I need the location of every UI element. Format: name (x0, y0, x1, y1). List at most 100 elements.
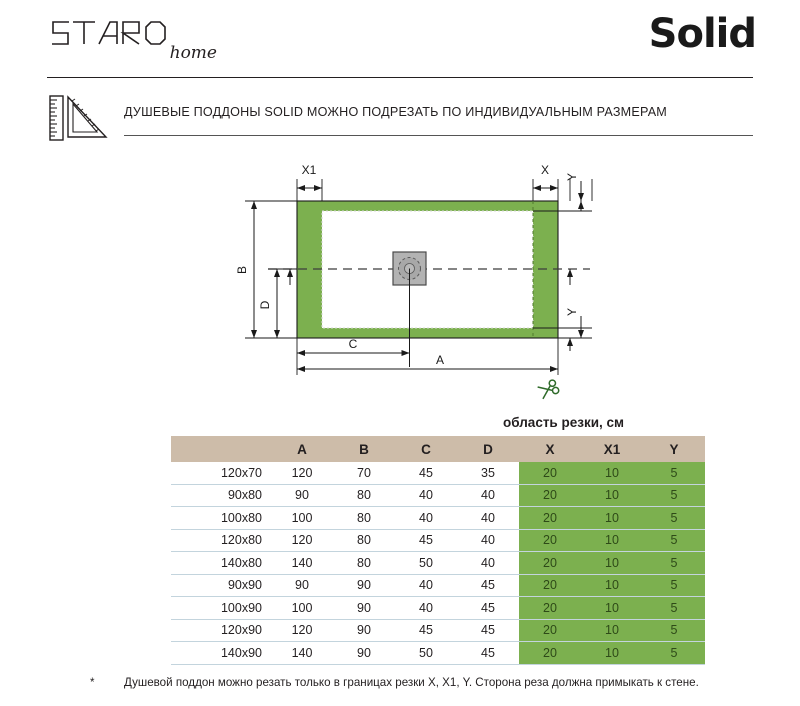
column-header-d: D (457, 436, 519, 462)
footnote-marker: * (90, 676, 95, 689)
cell-d: 45 (457, 619, 519, 642)
dim-label-x1: X1 (302, 163, 317, 177)
column-header-x: X (519, 436, 581, 462)
cell-a: 140 (271, 641, 333, 665)
cell-c: 40 (395, 596, 457, 620)
cell-x1: 10 (581, 619, 643, 642)
column-header-a: A (271, 436, 333, 462)
cell-c: 45 (395, 619, 457, 642)
column-header-c: C (395, 436, 457, 462)
column-header-x1: X1 (581, 436, 643, 462)
column-header-y: Y (643, 436, 705, 462)
cell-x: 20 (519, 596, 581, 620)
cell-x: 20 (519, 551, 581, 575)
cell-b: 90 (333, 619, 395, 642)
cell-x: 20 (519, 641, 581, 665)
cell-b: 90 (333, 574, 395, 597)
cell-d: 45 (457, 641, 519, 665)
cell-x1: 10 (581, 462, 643, 485)
cell-d: 40 (457, 484, 519, 507)
staro-wordmark-icon (52, 21, 166, 45)
cell-size: 120x80 (171, 529, 271, 552)
cell-d: 40 (457, 529, 519, 552)
cell-d: 35 (457, 462, 519, 485)
cell-y: 5 (643, 619, 705, 642)
table-header-row: A B C D X X1 Y (171, 436, 705, 462)
cell-size: 140x90 (171, 641, 271, 665)
cell-size: 100x80 (171, 506, 271, 530)
column-header-b: B (333, 436, 395, 462)
cell-size: 120x90 (171, 619, 271, 642)
cell-x1: 10 (581, 574, 643, 597)
cell-a: 90 (271, 574, 333, 597)
table-row: 120x90 120 90 45 45 20 10 5 (171, 619, 705, 642)
cell-x1: 10 (581, 596, 643, 620)
cell-b: 80 (333, 529, 395, 552)
cell-x: 20 (519, 462, 581, 485)
cell-c: 40 (395, 484, 457, 507)
tagline-band: ДУШЕВЫЕ ПОДДОНЫ SOLID МОЖНО ПОДРЕЗАТЬ ПО… (0, 88, 800, 148)
page-header: home Solid (0, 0, 800, 88)
dim-label-c: C (349, 337, 358, 351)
footnote: * Душевой поддон можно резать только в г… (90, 676, 770, 689)
cell-d: 45 (457, 574, 519, 597)
cell-b: 80 (333, 506, 395, 530)
cell-x: 20 (519, 506, 581, 530)
cell-a: 120 (271, 619, 333, 642)
cell-d: 45 (457, 596, 519, 620)
cell-y: 5 (643, 551, 705, 575)
cell-c: 45 (395, 529, 457, 552)
table-row: 140x90 140 90 50 45 20 10 5 (171, 641, 705, 665)
tagline-divider (124, 135, 753, 136)
dim-label-b: B (235, 266, 249, 274)
cell-y: 5 (643, 529, 705, 552)
scissors-icon (537, 379, 560, 400)
cell-c: 40 (395, 574, 457, 597)
cut-area-caption: область резки, см (502, 415, 625, 430)
cell-x1: 10 (581, 506, 643, 530)
dim-label-y-top: Y (565, 173, 579, 181)
cell-c: 45 (395, 462, 457, 485)
dim-label-x: X (541, 163, 549, 177)
cell-b: 70 (333, 462, 395, 485)
cell-b: 90 (333, 596, 395, 620)
cell-c: 50 (395, 551, 457, 575)
cell-a: 100 (271, 506, 333, 530)
cell-x1: 10 (581, 551, 643, 575)
column-header-size (171, 436, 271, 462)
ruler-and-set-square-icon (49, 95, 108, 141)
cell-a: 140 (271, 551, 333, 575)
specification-table: A B C D X X1 Y 120x70 120 70 45 35 20 10 5 90x80… (171, 436, 705, 665)
cell-y: 5 (643, 462, 705, 485)
table-row: 90x90 90 90 40 45 20 10 5 (171, 574, 705, 597)
cell-size: 140x80 (171, 551, 271, 575)
table-row: 140x80 140 80 50 40 20 10 5 (171, 551, 705, 575)
table-row: 100x90 100 90 40 45 20 10 5 (171, 596, 705, 620)
cell-b: 80 (333, 551, 395, 575)
cell-c: 40 (395, 506, 457, 530)
cell-d: 40 (457, 551, 519, 575)
page-title: Solid (648, 11, 757, 57)
table-row: 90x80 90 80 40 40 20 10 5 (171, 484, 705, 507)
cell-b: 80 (333, 484, 395, 507)
cell-x1: 10 (581, 641, 643, 665)
cell-a: 120 (271, 462, 333, 485)
cell-x: 20 (519, 574, 581, 597)
dim-label-a: A (436, 353, 444, 367)
brand-logo-sub: home (169, 43, 217, 63)
cell-y: 5 (643, 506, 705, 530)
cell-c: 50 (395, 641, 457, 665)
cell-y: 5 (643, 574, 705, 597)
cell-size: 120x70 (171, 462, 271, 485)
cell-x: 20 (519, 484, 581, 507)
footnote-text: Душевой поддон можно резать только в гра… (124, 676, 699, 689)
cell-size: 90x80 (171, 484, 271, 507)
cell-x1: 10 (581, 529, 643, 552)
cell-b: 90 (333, 641, 395, 665)
cell-y: 5 (643, 596, 705, 620)
cell-size: 100x90 (171, 596, 271, 620)
tagline-text: ДУШЕВЫЕ ПОДДОНЫ SOLID МОЖНО ПОДРЕЗАТЬ ПО… (124, 105, 668, 119)
table-row: 120x80 120 80 45 40 20 10 5 (171, 529, 705, 552)
cell-y: 5 (643, 484, 705, 507)
cell-a: 90 (271, 484, 333, 507)
